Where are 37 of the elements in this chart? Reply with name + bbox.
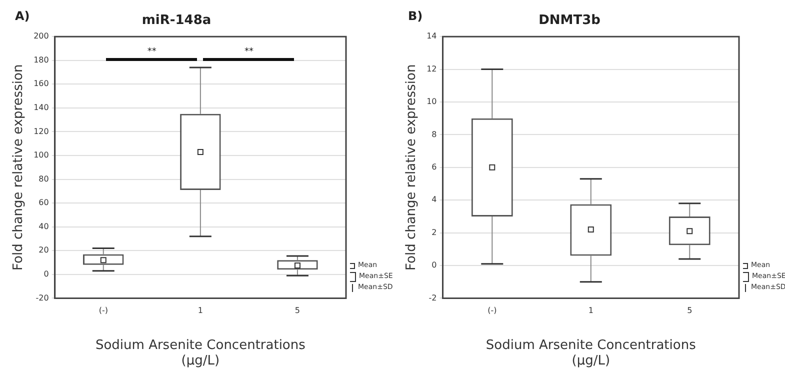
chart-title: miR-148a (142, 13, 212, 28)
y-tick-label: 60 (38, 198, 49, 208)
y-axis-title: Fold change relative expression (11, 64, 26, 271)
y-tick-label: 100 (34, 150, 49, 160)
x-tick-label: 5 (294, 306, 300, 316)
y-tick-label: 200 (34, 32, 49, 41)
x-tick-label: 1 (588, 306, 594, 316)
x-tick-label: 5 (687, 306, 692, 316)
chart-title: DNMT3b (538, 13, 600, 28)
y-tick-label: 0 (44, 269, 49, 278)
y-tick-label: 2 (432, 228, 437, 237)
y-tick-label: 120 (34, 126, 49, 136)
y-tick-label: 160 (34, 79, 49, 88)
x-tick-label: 1 (198, 306, 203, 316)
y-tick-label: 40 (38, 222, 49, 231)
y-tick-label: 12 (426, 64, 437, 74)
y-tick-label: 8 (432, 130, 437, 139)
y-tick-label: 6 (432, 162, 437, 172)
x-axis-title: Sodium Arsenite Concentrations (μg/L) (486, 338, 696, 369)
y-tick-label: 180 (34, 55, 49, 64)
y-tick-label: 10 (426, 97, 437, 106)
text: A) (15, 9, 30, 23)
annotation: ** (243, 46, 254, 57)
y-tick-label: 0 (432, 260, 437, 270)
y-tick-label: 4 (432, 195, 437, 204)
y-tick-label: -20 (36, 293, 49, 302)
x-tick-label: (-) (98, 306, 108, 316)
x-axis-title: Sodium Arsenite Concentrations (μg/L) (95, 338, 306, 369)
text: B) (408, 9, 423, 23)
y-tick-label: 20 (38, 246, 49, 255)
x-tick-label: (-) (488, 306, 497, 316)
annotation: ** (146, 46, 158, 57)
y-tick-label: -2 (428, 293, 437, 302)
y-tick-label: 14 (426, 32, 437, 41)
y-tick-label: 140 (34, 103, 49, 112)
y-tick-label: 80 (38, 174, 49, 184)
y-axis-title: Fold change relative expression (404, 64, 420, 271)
